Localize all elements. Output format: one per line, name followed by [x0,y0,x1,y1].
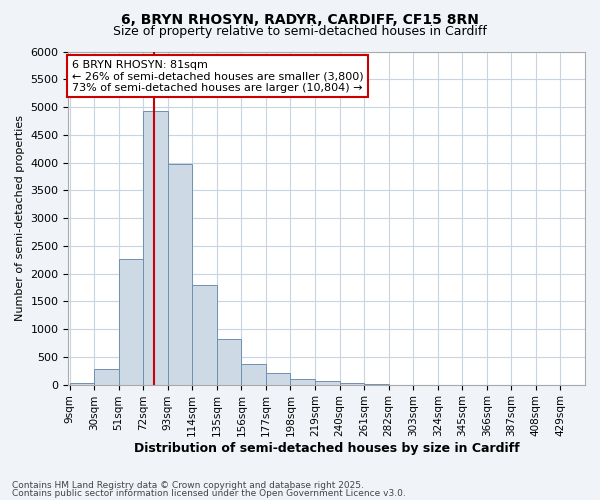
Text: 6 BRYN RHOSYN: 81sqm
← 26% of semi-detached houses are smaller (3,800)
73% of se: 6 BRYN RHOSYN: 81sqm ← 26% of semi-detac… [72,60,364,93]
Bar [340,382,364,384]
Bar [94,369,119,384]
Text: 6, BRYN RHOSYN, RADYR, CARDIFF, CF15 8RN: 6, BRYN RHOSYN, RADYR, CARDIFF, CF15 8RN [121,12,479,26]
Bar [168,164,192,384]
Text: Size of property relative to semi-detached houses in Cardiff: Size of property relative to semi-detach… [113,25,487,38]
Text: Contains public sector information licensed under the Open Government Licence v3: Contains public sector information licen… [12,489,406,498]
Bar [290,379,315,384]
Text: Contains HM Land Registry data © Crown copyright and database right 2025.: Contains HM Land Registry data © Crown c… [12,480,364,490]
Y-axis label: Number of semi-detached properties: Number of semi-detached properties [15,115,25,321]
Bar [70,383,94,384]
Bar [315,380,340,384]
X-axis label: Distribution of semi-detached houses by size in Cardiff: Distribution of semi-detached houses by … [134,442,520,455]
Bar [192,285,217,384]
Bar [119,258,143,384]
Bar [241,364,266,384]
Bar [143,111,168,384]
Bar [266,373,290,384]
Bar [217,338,241,384]
